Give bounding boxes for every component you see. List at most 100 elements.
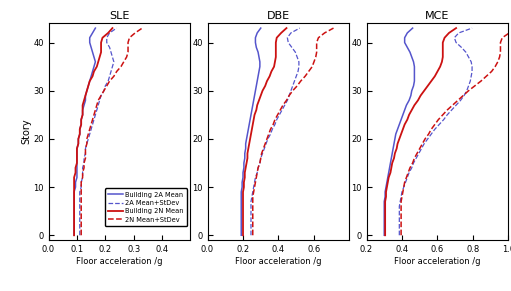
2A Mean+StDev	[248, 224, 254, 227]
2A Mean+StDev	[248, 205, 254, 208]
2A Mean+StDev	[106, 31, 112, 35]
Building 2A Mean	[71, 219, 77, 223]
2A Mean+StDev	[425, 137, 431, 141]
2A Mean+StDev	[469, 70, 475, 73]
2N Mean+StDev	[82, 157, 88, 160]
Building 2A Mean	[248, 113, 254, 117]
Building 2A Mean	[80, 108, 86, 112]
2N Mean+StDev	[411, 157, 417, 160]
2A Mean+StDev	[456, 31, 462, 35]
Building 2N Mean	[425, 84, 431, 88]
2N Mean+StDev	[398, 200, 404, 203]
2A Mean+StDev	[428, 132, 434, 136]
Building 2N Mean	[440, 50, 446, 54]
2A Mean+StDev	[249, 195, 255, 198]
2A Mean+StDev	[440, 118, 447, 121]
X-axis label: Floor acceleration /g: Floor acceleration /g	[235, 257, 322, 266]
Building 2A Mean	[382, 190, 388, 194]
Building 2N Mean	[246, 142, 252, 146]
2N Mean+StDev	[294, 84, 300, 88]
2N Mean+StDev	[398, 219, 404, 223]
Building 2A Mean	[387, 161, 393, 165]
2N Mean+StDev	[270, 123, 276, 126]
Building 2N Mean	[247, 137, 253, 141]
2N Mean+StDev	[280, 103, 286, 107]
Building 2N Mean	[394, 142, 401, 146]
2N Mean+StDev	[254, 171, 260, 174]
2A Mean+StDev	[92, 113, 99, 117]
2A Mean+StDev	[403, 180, 409, 184]
2A Mean+StDev	[81, 161, 87, 165]
Building 2N Mean	[240, 219, 246, 223]
2N Mean+StDev	[426, 132, 432, 136]
2A Mean+StDev	[87, 132, 93, 136]
2N Mean+StDev	[444, 108, 450, 112]
Building 2A Mean	[384, 180, 390, 184]
Building 2N Mean	[389, 161, 396, 165]
2A Mean+StDev	[77, 205, 83, 208]
Building 2A Mean	[74, 171, 80, 174]
Building 2N Mean	[268, 70, 274, 73]
2A Mean+StDev	[285, 41, 291, 44]
2A Mean+StDev	[296, 60, 302, 63]
2A Mean+StDev	[109, 55, 115, 59]
2A Mean+StDev	[78, 180, 84, 184]
2N Mean+StDev	[78, 214, 84, 218]
Building 2A Mean	[409, 55, 415, 59]
2A Mean+StDev	[109, 65, 115, 68]
2N Mean+StDev	[262, 142, 268, 146]
Building 2N Mean	[432, 74, 438, 78]
2A Mean+StDev	[106, 74, 112, 78]
Building 2N Mean	[384, 185, 390, 189]
Building 2N Mean	[84, 89, 90, 93]
Building 2N Mean	[382, 224, 388, 227]
2A Mean+StDev	[419, 147, 425, 150]
2A Mean+StDev	[416, 152, 422, 155]
Building 2N Mean	[78, 118, 84, 121]
2N Mean+StDev	[302, 74, 308, 78]
Building 2A Mean	[386, 171, 392, 174]
Building 2A Mean	[240, 171, 246, 174]
Building 2A Mean	[410, 84, 416, 88]
Building 2N Mean	[421, 89, 427, 93]
2A Mean+StDev	[458, 46, 464, 49]
Building 2A Mean	[256, 70, 262, 73]
2A Mean+StDev	[113, 26, 120, 30]
Building 2A Mean	[250, 103, 256, 107]
Building 2N Mean	[258, 94, 264, 97]
2N Mean+StDev	[284, 99, 290, 102]
2A Mean+StDev	[284, 99, 290, 102]
Building 2N Mean	[267, 74, 273, 78]
2A Mean+StDev	[77, 214, 83, 218]
2N Mean+StDev	[139, 26, 145, 30]
Building 2N Mean	[80, 108, 86, 112]
2N Mean+StDev	[420, 142, 426, 146]
2A Mean+StDev	[453, 103, 459, 107]
2N Mean+StDev	[78, 185, 84, 189]
Building 2N Mean	[240, 210, 246, 213]
2A Mean+StDev	[466, 84, 472, 88]
Line: Building 2N Mean: Building 2N Mean	[243, 28, 287, 235]
2N Mean+StDev	[264, 137, 270, 141]
Building 2A Mean	[238, 195, 244, 198]
2N Mean+StDev	[78, 190, 84, 194]
Line: 2N Mean+StDev: 2N Mean+StDev	[81, 28, 142, 235]
Building 2A Mean	[77, 132, 83, 136]
Building 2A Mean	[87, 79, 93, 83]
Building 2N Mean	[273, 46, 279, 49]
Building 2A Mean	[71, 195, 77, 198]
2A Mean+StDev	[282, 103, 288, 107]
Building 2N Mean	[71, 214, 77, 218]
Building 2A Mean	[253, 46, 260, 49]
Building 2N Mean	[406, 113, 412, 117]
Line: Building 2N Mean: Building 2N Mean	[385, 28, 456, 235]
2A Mean+StDev	[413, 157, 419, 160]
Building 2N Mean	[242, 171, 248, 174]
Building 2A Mean	[385, 176, 391, 179]
Building 2A Mean	[73, 185, 79, 189]
2N Mean+StDev	[95, 99, 101, 102]
Building 2N Mean	[382, 210, 388, 213]
2A Mean+StDev	[94, 108, 100, 112]
2A Mean+StDev	[396, 219, 402, 223]
2A Mean+StDev	[468, 74, 474, 78]
